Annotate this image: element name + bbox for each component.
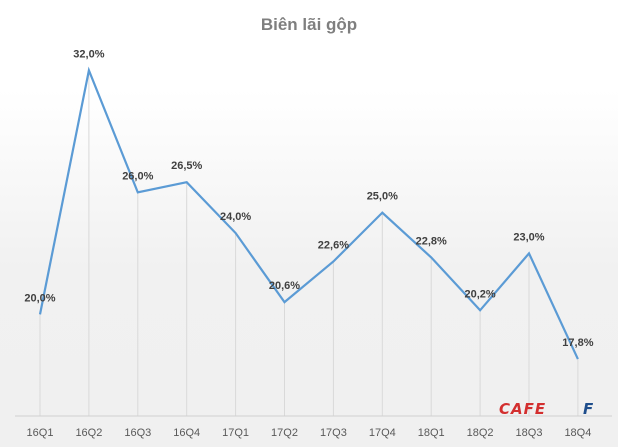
data-label: 23,0%	[513, 231, 544, 243]
svg-text:F: F	[583, 400, 594, 418]
x-tick-label: 17Q4	[369, 427, 396, 439]
x-tick-label: 17Q1	[222, 427, 249, 439]
data-label: 22,6%	[318, 239, 349, 251]
x-tick-label: 17Q2	[271, 427, 298, 439]
data-label: 20,2%	[464, 288, 495, 300]
x-tick-label: 16Q3	[124, 427, 151, 439]
x-tick-label: 18Q2	[467, 427, 494, 439]
x-tick-label: 16Q4	[173, 427, 200, 439]
x-tick-label: 17Q3	[320, 427, 347, 439]
chart-title: Biên lãi gộp	[261, 15, 357, 34]
x-tick-label: 16Q2	[75, 427, 102, 439]
data-label: 22,8%	[416, 235, 447, 247]
x-tick-label: 18Q3	[516, 427, 543, 439]
data-label: 26,5%	[171, 160, 202, 172]
data-label: 26,0%	[122, 170, 153, 182]
data-label: 17,8%	[562, 337, 593, 349]
data-label: 20,0%	[24, 292, 55, 304]
data-label: 20,6%	[269, 280, 300, 292]
data-label: 24,0%	[220, 211, 251, 223]
data-label: 32,0%	[73, 48, 104, 60]
x-tick-label: 18Q1	[418, 427, 445, 439]
x-tick-label: 18Q4	[564, 427, 591, 439]
svg-text:CAFE: CAFE	[499, 400, 546, 418]
x-tick-label: 16Q1	[27, 427, 54, 439]
data-label: 25,0%	[367, 191, 398, 203]
cafef-logo: CAFE F	[499, 400, 594, 418]
series-line	[38, 66, 579, 360]
